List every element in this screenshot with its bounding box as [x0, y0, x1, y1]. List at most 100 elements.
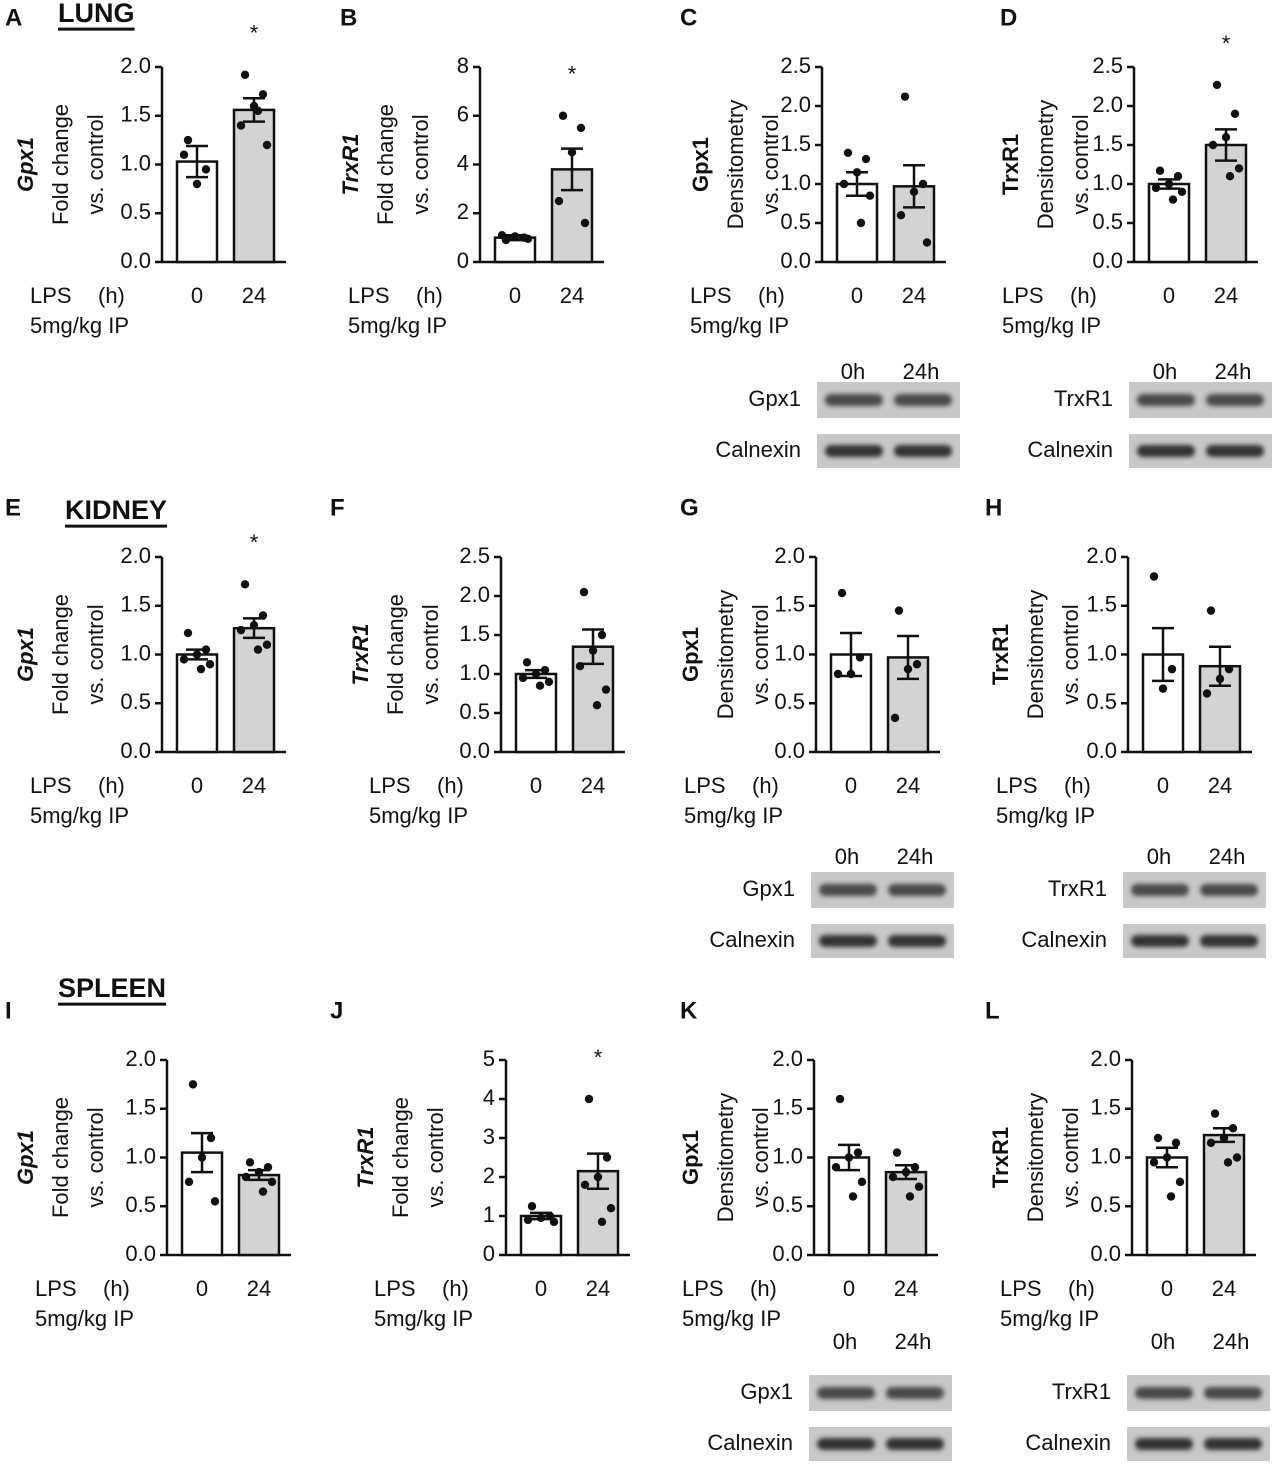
x-axis-label: 5mg/kg IP: [30, 803, 129, 828]
data-point: [554, 196, 564, 206]
data-point: [833, 669, 843, 679]
y-tick-label: 0: [483, 1241, 495, 1266]
y-axis-label: vs. control: [1058, 604, 1083, 704]
data-point: [206, 1133, 216, 1143]
data-point: [857, 1177, 867, 1187]
y-tick-label: 1.0: [120, 640, 151, 665]
bar: [827, 1156, 871, 1257]
x-tick-label: 24: [581, 773, 605, 798]
data-point: [856, 218, 866, 228]
x-tick-label: 24: [896, 773, 920, 798]
panel-letter: B: [340, 4, 357, 31]
data-point: [531, 669, 541, 679]
significance: *: [250, 21, 259, 46]
data-point: [263, 1163, 273, 1172]
y-tick-label: 4: [483, 1085, 495, 1110]
x-axis-label: (h): [442, 1276, 469, 1301]
data-point: [1230, 109, 1240, 119]
data-point: [258, 90, 268, 99]
data-point: [1155, 166, 1165, 175]
y-tick-label: 1.5: [125, 1095, 156, 1120]
data-point: [909, 187, 919, 196]
y-tick-label: 0.5: [1086, 689, 1117, 714]
y-tick-label: 1.5: [774, 592, 805, 617]
y-tick-label: 1.5: [459, 621, 490, 646]
data-point: [922, 238, 932, 247]
data-point: [1221, 133, 1231, 142]
y-tick-label: 1.0: [459, 660, 490, 685]
data-point: [518, 673, 528, 683]
section-title: SPLEEN: [58, 973, 166, 1003]
y-axis-label: vs. control: [408, 114, 433, 214]
data-point: [262, 140, 272, 150]
x-axis-label: LPS: [682, 1276, 724, 1301]
y-axis-label: Gpx1: [678, 1130, 703, 1185]
y-axis-label: Gpx1: [13, 1130, 38, 1185]
data-point: [1151, 183, 1161, 193]
y-axis-label: TrxR1: [988, 1127, 1013, 1188]
data-point: [1215, 674, 1225, 684]
data-point: [912, 660, 922, 669]
data-point: [900, 92, 910, 101]
y-tick-label: 1.0: [780, 170, 811, 195]
y-axis-label: vs. control: [748, 1107, 773, 1207]
y-tick-label: 1.0: [772, 1143, 803, 1168]
y-axis-label: Fold change: [48, 1097, 73, 1218]
data-point: [184, 1177, 194, 1187]
x-axis-label: 5mg/kg IP: [374, 1306, 473, 1331]
y-tick-label: 2.0: [120, 53, 151, 78]
panel-letter: C: [680, 4, 697, 31]
y-axis-label: TrxR1: [353, 1127, 378, 1189]
y-axis-label: Densitometry: [713, 1093, 738, 1223]
x-tick-label: 0: [191, 773, 203, 798]
data-point: [192, 650, 202, 659]
data-point: [1168, 195, 1178, 204]
x-axis-label: 5mg/kg IP: [1000, 1306, 1099, 1331]
data-point: [601, 685, 611, 694]
blot-band: [886, 1438, 944, 1450]
data-point: [910, 1163, 920, 1172]
x-axis-label: 5mg/kg IP: [684, 803, 783, 828]
y-tick-label: 2.5: [459, 543, 490, 568]
data-point: [894, 606, 904, 615]
data-point: [258, 611, 268, 620]
blot-row-label: Gpx1: [748, 386, 801, 411]
data-point: [839, 179, 849, 189]
panel-letter: I: [5, 997, 12, 1024]
y-axis-label: Fold change: [373, 104, 398, 225]
y-tick-label: 1: [483, 1202, 495, 1227]
blot-band: [1206, 445, 1264, 457]
panel-letter: H: [985, 494, 1002, 521]
y-tick-label: 2: [457, 199, 469, 224]
data-point: [1208, 140, 1218, 150]
lane-label: 0h: [833, 1329, 857, 1354]
data-point: [240, 70, 250, 80]
data-point: [1232, 1153, 1242, 1162]
data-point: [1153, 1133, 1163, 1143]
blot-band: [894, 445, 952, 457]
y-tick-label: 0.0: [774, 738, 805, 763]
y-tick-label: 0.5: [1090, 1192, 1121, 1217]
data-point: [1206, 1138, 1216, 1148]
blot-band: [886, 1387, 944, 1399]
y-axis-label: vs. control: [423, 1107, 448, 1207]
data-point: [558, 111, 568, 120]
data-point: [831, 1163, 841, 1172]
data-point: [183, 628, 193, 638]
blot-band: [819, 884, 877, 896]
y-tick-label: 2.0: [780, 92, 811, 117]
y-tick-label: 0.5: [774, 689, 805, 714]
x-axis-label: (h): [437, 773, 464, 798]
data-point: [1212, 80, 1222, 90]
blot-band: [1200, 884, 1258, 896]
data-point: [1171, 1138, 1181, 1148]
data-point: [210, 1197, 220, 1206]
bar: [232, 108, 276, 264]
data-point: [918, 179, 928, 189]
blot-row-label: Calnexin: [707, 1430, 793, 1455]
data-point: [905, 1192, 915, 1201]
panel-letter: J: [330, 997, 343, 1024]
blot-band: [1131, 935, 1189, 947]
data-point: [843, 148, 853, 157]
x-axis-label: 5mg/kg IP: [35, 1306, 134, 1331]
